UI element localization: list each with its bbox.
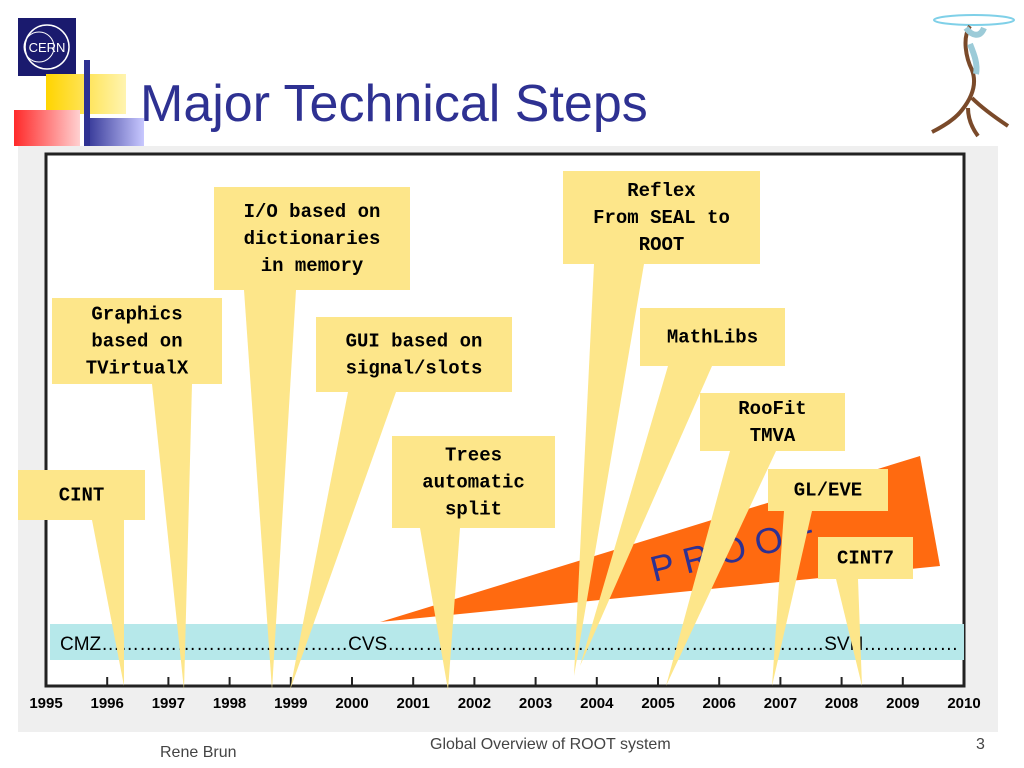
year-label-2009: 2009 — [886, 695, 919, 712]
callout-graphics: Graphics based on TVirtualX — [52, 298, 222, 690]
callout-gui-line: signal/slots — [346, 358, 483, 380]
callout-roofit-line: TMVA — [750, 425, 796, 447]
year-label-2007: 2007 — [764, 695, 797, 712]
root-tree-figure-icon — [931, 14, 1015, 138]
callout-gui-line: GUI based on — [346, 331, 483, 353]
callout-pointer — [92, 520, 124, 686]
callout-box — [316, 317, 512, 392]
callout-cint: CINT — [18, 470, 145, 686]
callout-box — [392, 436, 555, 528]
callout-gleve-line: GL/EVE — [794, 480, 862, 502]
callout-io-line: in memory — [261, 255, 364, 277]
callout-mathlibs: MathLibs — [580, 308, 785, 666]
repo-cmz-dots: ………………………………… — [101, 634, 348, 655]
callout-box — [214, 187, 410, 290]
year-label-2004: 2004 — [580, 695, 614, 712]
callout-pointer — [836, 579, 862, 686]
callout-gleve: GL/EVE — [768, 469, 888, 686]
callout-graphics-line: based on — [91, 331, 182, 353]
callout-trees-line: automatic — [422, 472, 525, 494]
footer-author: Rene Brun — [160, 744, 237, 761]
callout-roofit-line: RooFit — [738, 398, 806, 420]
callout-box — [52, 298, 222, 384]
callout-box — [768, 469, 888, 511]
year-label-2006: 2006 — [703, 695, 736, 712]
year-label-2002: 2002 — [458, 695, 491, 712]
callout-pointer — [152, 384, 192, 690]
callout-pointer — [574, 264, 644, 676]
year-label-2008: 2008 — [825, 695, 858, 712]
callout-roofit: RooFit TMVA — [666, 393, 845, 686]
repo-svn-dots: …………… — [863, 634, 958, 655]
callout-mathlibs-line: MathLibs — [667, 327, 758, 349]
callout-box — [700, 393, 845, 451]
callout-gui: GUI based on signal/slots — [290, 317, 512, 690]
year-label-2010: 2010 — [947, 695, 980, 712]
slide-title: Major Technical Steps — [140, 75, 648, 133]
callout-graphics-line: TVirtualX — [86, 358, 189, 380]
logo-text: CERN — [29, 40, 66, 55]
year-label-1999: 1999 — [274, 695, 307, 712]
callout-pointer — [290, 392, 396, 690]
callout-cint7: CINT7 — [818, 537, 913, 686]
callout-io: I/O based on dictionaries in memory — [214, 187, 410, 690]
repo-cvs-label: CVS — [348, 634, 387, 655]
callout-pointer — [580, 366, 712, 666]
callout-pointer — [244, 290, 296, 690]
repository-band — [50, 624, 964, 660]
callout-trees-line: split — [445, 499, 502, 521]
callout-box — [640, 308, 785, 366]
callout-reflex: Reflex From SEAL to ROOT — [563, 171, 760, 676]
callout-io-line: I/O based on — [244, 201, 381, 223]
year-label-1998: 1998 — [213, 695, 246, 712]
decorative-blocks — [14, 60, 144, 148]
year-label-1997: 1997 — [152, 695, 185, 712]
year-label-1995: 1995 — [29, 695, 62, 712]
year-axis: 1995 1996 1997 1998 1999 2000 2001 2002 2003 2004… — [29, 677, 981, 712]
callout-pointer — [666, 451, 776, 686]
repo-cvs-dots: …………………………………………………………… — [387, 634, 824, 655]
callout-trees: Trees automatic split — [392, 436, 555, 690]
callout-reflex-line: From SEAL to — [593, 207, 730, 229]
page-number: 3 — [976, 736, 985, 753]
callout-reflex-line: Reflex — [627, 180, 695, 202]
year-label-2003: 2003 — [519, 695, 552, 712]
callout-cint7-line: CINT7 — [837, 548, 894, 570]
year-label-2001: 2001 — [397, 695, 430, 712]
callout-box — [563, 171, 760, 264]
callout-pointer — [420, 528, 460, 690]
year-label-2005: 2005 — [641, 695, 674, 712]
repository-band-text: CMZ…………………………………CVS………………………………………………………… — [60, 634, 958, 655]
footer-title: Global Overview of ROOT system — [430, 736, 671, 753]
callout-graphics-line: Graphics — [91, 304, 182, 326]
callout-trees-line: Trees — [445, 445, 502, 467]
callout-box — [18, 470, 145, 520]
callout-io-line: dictionaries — [244, 228, 381, 250]
callout-cint-line: CINT — [59, 485, 105, 507]
callout-box — [818, 537, 913, 579]
year-label-1996: 1996 — [91, 695, 124, 712]
repo-cmz-label: CMZ — [60, 634, 102, 655]
callouts: CINT Graphics based on TVirtualX I/O based o… — [18, 171, 913, 690]
callout-reflex-line: ROOT — [639, 234, 685, 256]
cern-logo: CERN — [18, 18, 76, 76]
callout-pointer — [772, 511, 812, 686]
year-label-2000: 2000 — [335, 695, 368, 712]
